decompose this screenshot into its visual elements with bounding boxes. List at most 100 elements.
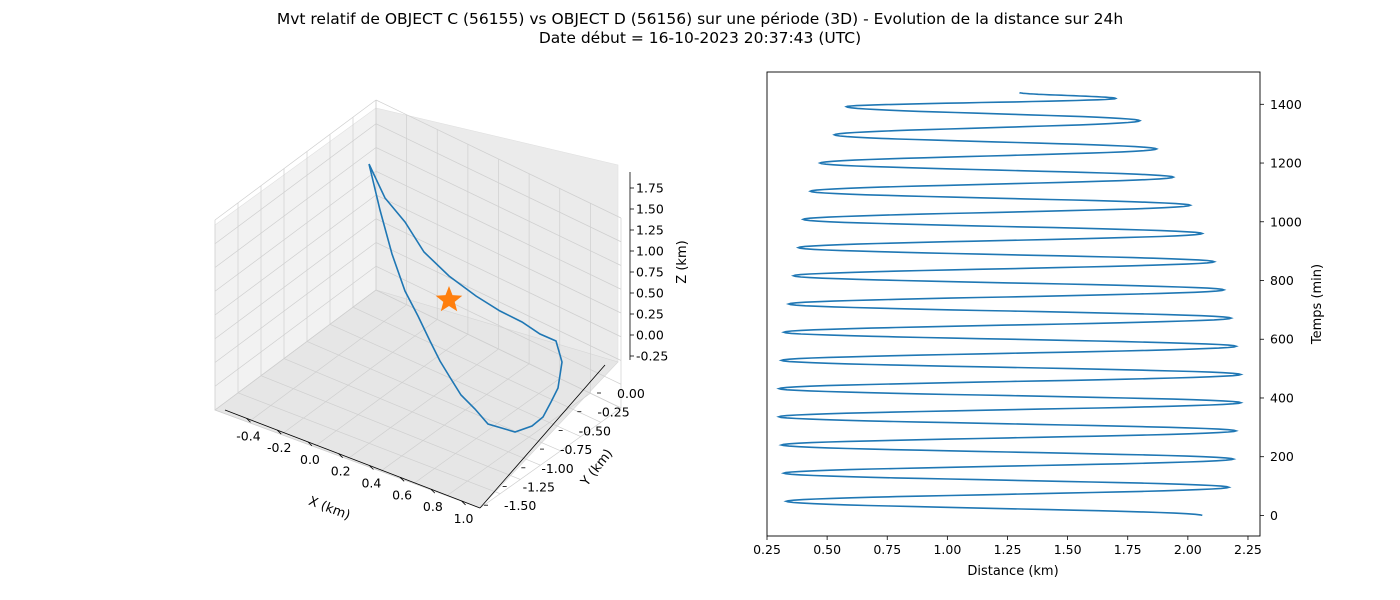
grid-line — [375, 218, 622, 338]
grid-3d — [214, 99, 622, 509]
y-tick-label: -0.50 — [579, 423, 611, 438]
x-tick-label: 1.00 — [933, 542, 961, 557]
x-tick — [369, 465, 374, 470]
grid-line — [281, 319, 438, 435]
x-tick — [246, 417, 251, 423]
x-tick-label: 0.8 — [423, 499, 443, 514]
y-axis-line — [479, 364, 606, 509]
z-tick-label: -0.25 — [636, 349, 668, 364]
x-tick — [430, 488, 436, 494]
grid-line — [375, 170, 622, 290]
grid-line — [375, 194, 622, 314]
y-tick-label: 400 — [1270, 390, 1294, 405]
y-tick-label: 1400 — [1270, 97, 1302, 112]
grid-line — [214, 170, 377, 292]
grid-line — [214, 409, 481, 509]
y-tick-label: -0.25 — [597, 405, 629, 420]
x-tick-label: 1.0 — [454, 511, 474, 526]
y-axis-label-2d: Temps (min) — [1310, 264, 1325, 345]
chart-title-line-2: Date début = 16-10-2023 20:37:43 (UTC) — [538, 29, 862, 47]
grid-line — [214, 289, 377, 411]
grid-line — [413, 378, 560, 484]
x-tick-label: -0.4 — [236, 428, 260, 443]
x-tick-label: 0.6 — [392, 487, 412, 502]
distance-series-line — [776, 91, 1244, 517]
z-tick-label: 0.50 — [636, 286, 664, 301]
grid-line — [479, 407, 622, 509]
y-tick-label: -0.75 — [560, 442, 592, 457]
grid-line — [306, 341, 561, 452]
z-tick-label: 0.00 — [636, 328, 664, 343]
x-tick-label: 2.25 — [1234, 542, 1262, 557]
grid-line — [214, 99, 377, 221]
y-tick-label: 1200 — [1270, 156, 1302, 171]
y-ticks: 0 200 400 600 800 1000 1200 1400 — [1260, 97, 1302, 523]
grid-line — [214, 123, 377, 245]
x-tick-label: 0.0 — [300, 452, 320, 467]
y-tick-label: 600 — [1270, 332, 1294, 347]
x-tick — [338, 453, 343, 458]
x-tick — [276, 429, 282, 435]
y-tick-label: -1.50 — [504, 498, 536, 513]
grid-line — [314, 333, 469, 448]
x-axis-label: X (km) — [306, 494, 352, 524]
grid-line — [446, 392, 591, 497]
grid-line — [375, 147, 622, 266]
grid-line — [375, 242, 622, 361]
x-tick-label: 1.25 — [994, 542, 1022, 557]
plot-area-frame — [766, 71, 1261, 537]
x-tick-label: 0.4 — [361, 475, 381, 490]
grid-line — [214, 218, 377, 340]
z-tick-label: 1.00 — [636, 244, 664, 259]
chart-title: Mvt relatif de OBJECT C (56155) vs OBJEC… — [0, 10, 1400, 48]
y-tick-label: 1000 — [1270, 214, 1302, 229]
plot-2d: 0.25 0.50 0.75 1.00 1.25 1.50 1.75 2.00 2.25 0 20… — [753, 71, 1325, 579]
y-tick-label: 0 — [1270, 508, 1278, 523]
x-tick-label: 0.50 — [813, 542, 841, 557]
grid-line — [329, 323, 581, 437]
z-tick-label: 0.25 — [636, 307, 664, 322]
x-axis-label-2d: Distance (km) — [967, 564, 1058, 579]
y-tick-label: 0.00 — [617, 386, 645, 401]
x-tick-label: -0.2 — [267, 440, 291, 455]
z-tick-label: 1.75 — [636, 181, 664, 196]
x-tick-label: 0.2 — [331, 464, 351, 479]
x-tick-label: 1.75 — [1114, 542, 1142, 557]
grid-line — [375, 289, 622, 409]
z-tick-label: 0.75 — [636, 265, 664, 280]
x-tick-label: 2.00 — [1174, 542, 1202, 557]
y-tick-label: -1.00 — [541, 461, 573, 476]
x-tick-label: 0.25 — [753, 542, 781, 557]
grid-line — [352, 306, 602, 423]
plot-3d: -0.4 -0.2 0.0 0.2 0.4 0.6 0.8 1.0 0.00 -0.25 -0.50… — [214, 99, 690, 526]
grid-line — [380, 363, 530, 472]
y-tick-label: -1.25 — [523, 480, 555, 495]
reference-star-marker — [435, 286, 463, 312]
ticks-3d: -0.4 -0.2 0.0 0.2 0.4 0.6 0.8 1.0 0.00 -0.25 -0.50… — [236, 181, 668, 526]
x-tick — [307, 441, 313, 447]
y-tick-label: 200 — [1270, 449, 1294, 464]
x-ticks: 0.25 0.50 0.75 1.00 1.25 1.50 1.75 2.00 2.25 — [753, 536, 1262, 557]
y-tick-label: 800 — [1270, 273, 1294, 288]
grid-line — [214, 194, 377, 316]
grid-line — [214, 265, 377, 387]
z-tick-label: 1.25 — [636, 223, 664, 238]
chart-title-line-1: Mvt relatif de OBJECT C (56155) vs OBJEC… — [276, 10, 1124, 28]
grid-line — [347, 348, 499, 460]
z-axis-label: Z (km) — [675, 240, 690, 283]
x-tick-label: 1.50 — [1054, 542, 1082, 557]
grid-line — [375, 123, 622, 243]
grid-line — [214, 147, 377, 268]
grid-line — [247, 304, 407, 423]
grid-line — [375, 265, 622, 385]
grid-line — [283, 358, 541, 466]
x-tick — [399, 477, 405, 482]
trajectory-line — [368, 163, 563, 433]
x-tick-label: 0.75 — [873, 542, 901, 557]
grid-line — [214, 242, 377, 363]
z-tick-label: 1.50 — [636, 202, 664, 217]
x-tick — [461, 500, 466, 506]
grid-line — [375, 99, 622, 219]
x-axis-line — [224, 409, 481, 509]
